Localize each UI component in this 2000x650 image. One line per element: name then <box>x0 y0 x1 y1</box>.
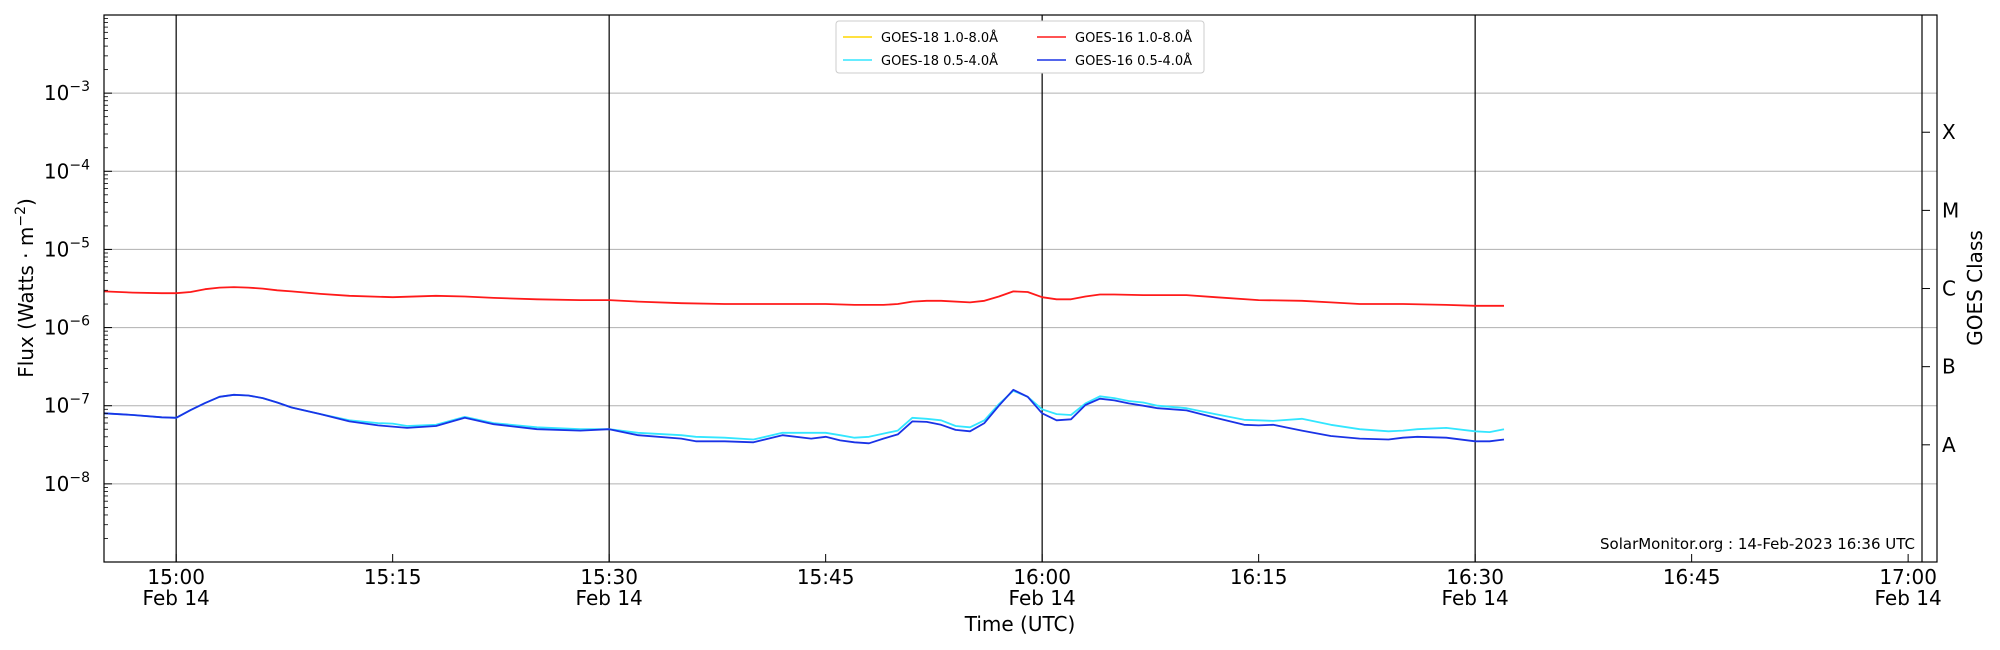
y-axis-ticks: 10−8 10−7 10−6 10−5 10−4 10−3 <box>44 18 112 539</box>
y-tick-label: 10−7 <box>44 392 90 418</box>
goes-class-axis-label: GOES Class <box>1963 230 1987 346</box>
goes-class-label: A <box>1942 433 1956 457</box>
goes-class-labels: A B C M X <box>1922 120 1959 457</box>
series-line <box>103 286 1504 307</box>
legend: GOES-18 1.0-8.0Å GOES-18 0.5-4.0Å GOES-1… <box>835 20 1205 74</box>
series-line <box>103 388 1505 445</box>
credit-text: SolarMonitor.org : 14-Feb-2023 16:36 UTC <box>1600 535 1915 553</box>
x-tick-label: 16:00 <box>1013 565 1071 589</box>
x-tick-label: 15:00 <box>147 565 205 589</box>
legend-label-goes18-short: GOES-18 0.5-4.0Å <box>881 53 998 69</box>
x-tick-date-label: Feb 14 <box>1009 586 1076 610</box>
series-lines <box>103 286 1505 445</box>
x-tick-label: 16:15 <box>1230 565 1288 589</box>
legend-label-goes16-short: GOES-16 0.5-4.0Å <box>1075 53 1192 69</box>
day-marker-lines <box>175 15 1476 562</box>
y-tick-label: 10−8 <box>44 470 90 496</box>
x-tick-label: 15:30 <box>580 565 638 589</box>
x-tick-label: 15:45 <box>797 565 855 589</box>
x-tick-label: 17:00 <box>1879 565 1937 589</box>
goes-class-label: C <box>1942 277 1956 301</box>
goes-class-label: M <box>1942 198 1959 222</box>
goes-class-label: X <box>1942 120 1956 144</box>
x-tick-label: 16:30 <box>1446 565 1504 589</box>
y-tick-label: 10−4 <box>44 157 90 183</box>
x-tick-date-label: Feb 14 <box>1442 586 1509 610</box>
legend-box <box>835 20 1205 74</box>
goes-class-label: B <box>1942 355 1956 379</box>
legend-label-goes16-long: GOES-16 1.0-8.0Å <box>1075 30 1192 46</box>
x-tick-date-label: Feb 14 <box>1875 586 1942 610</box>
y-axis-label: Flux (Watts · m−2) <box>13 198 38 378</box>
plot-frame <box>103 14 1938 563</box>
x-tick-label: 15:15 <box>364 565 422 589</box>
x-tick-date-label: Feb 14 <box>143 586 210 610</box>
y-tick-label: 10−5 <box>44 235 90 261</box>
grid-lines <box>104 92 1937 485</box>
x-tick-label: 16:45 <box>1663 565 1721 589</box>
x-axis-label: Time (UTC) <box>964 612 1076 636</box>
y-tick-label: 10−6 <box>44 314 90 340</box>
series-line <box>103 389 1505 441</box>
legend-label-goes18-long: GOES-18 1.0-8.0Å <box>881 30 998 46</box>
y-tick-label: 10−3 <box>44 79 90 105</box>
x-tick-date-label: Feb 14 <box>576 586 643 610</box>
